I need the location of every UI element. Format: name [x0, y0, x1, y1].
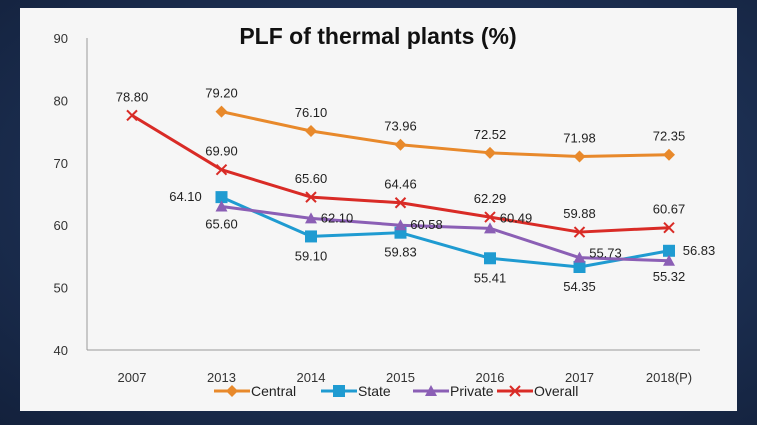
central-data-label: 76.10	[295, 105, 328, 120]
chart-title: PLF of thermal plants (%)	[239, 23, 516, 49]
overall-data-label: 69.90	[205, 144, 238, 159]
central-point	[484, 146, 496, 159]
overall-data-label: 65.60	[295, 171, 328, 186]
private-point	[394, 219, 407, 231]
central-data-label: 72.52	[474, 127, 507, 142]
state-point	[215, 191, 228, 204]
private-point	[484, 222, 496, 234]
central-series-line	[221, 110, 670, 159]
overall-data-label: 62.29	[474, 191, 507, 206]
y-tick-label: 80	[54, 93, 68, 108]
y-tick-label: 70	[54, 156, 68, 171]
legend-label: State	[358, 383, 391, 399]
private-point	[215, 200, 228, 212]
central-point	[573, 150, 586, 163]
overall-data-label: 60.67	[653, 202, 686, 217]
y-tick-label: 60	[54, 218, 68, 233]
central-point	[394, 138, 407, 151]
overall-point	[394, 197, 407, 209]
state-point	[305, 230, 317, 243]
private-data-label: 55.73	[589, 246, 622, 261]
private-data-label: 60.58	[410, 217, 443, 232]
x-tick-label: 2017	[565, 370, 594, 385]
marker-stroke	[484, 211, 496, 223]
x-tick-label: 2018(P)	[646, 370, 692, 385]
marker-stroke	[215, 163, 228, 176]
private-point	[573, 251, 586, 263]
private-data-label: 55.32	[653, 269, 686, 284]
state-data-label: 59.83	[384, 245, 417, 260]
overall-point	[126, 109, 138, 122]
overall-point	[484, 211, 496, 223]
axes: 40 50 60 70 80 90 2007 2013 2014 2015 2016 2017 2018…	[54, 31, 700, 385]
legend-item-private: Private	[413, 383, 494, 399]
central-point	[663, 148, 675, 161]
private-point	[305, 212, 317, 224]
central-data-label: 72.35	[653, 129, 686, 144]
overall-point	[573, 226, 586, 238]
legend-marker	[333, 385, 345, 397]
overall-data-label: 59.88	[563, 206, 596, 221]
x-tick-label: 2015	[386, 370, 415, 385]
central-data-label: 73.96	[384, 119, 417, 134]
data-labels: 79.20 76.10 73.96 72.52 71.98 72.35 64.10 59.10…	[116, 86, 716, 294]
legend-marker	[509, 385, 521, 397]
x-tick-label: 2014	[297, 370, 326, 385]
marker-stroke	[394, 197, 407, 209]
y-tick-label: 50	[54, 281, 68, 296]
private-data-label: 62.10	[321, 210, 354, 225]
overall-data-label: 78.80	[116, 89, 149, 104]
x-tick-label: 2016	[476, 370, 505, 385]
legend-marker	[425, 385, 437, 396]
chart-panel	[20, 8, 737, 411]
state-data-label: 54.35	[563, 279, 596, 294]
marker-stroke	[663, 221, 675, 234]
marker-stroke	[126, 109, 138, 122]
private-data-label: 65.60	[205, 216, 238, 231]
central-point	[215, 105, 228, 118]
legend: Central State Private Overall	[214, 383, 578, 399]
legend-label: Central	[251, 383, 296, 399]
overall-point	[663, 221, 675, 234]
legend-label: Overall	[534, 383, 578, 399]
state-point	[573, 261, 586, 274]
state-data-label: 59.10	[295, 248, 328, 263]
y-tick-label: 90	[54, 31, 68, 46]
state-data-label: 55.41	[474, 270, 507, 285]
legend-item-state: State	[321, 383, 391, 399]
marker-stroke	[509, 385, 521, 397]
state-series-line	[220, 195, 670, 269]
state-point	[663, 244, 675, 257]
x-tick-label: 2007	[118, 370, 147, 385]
series-lines	[126, 105, 675, 274]
state-data-label: 64.10	[169, 189, 202, 204]
overall-point	[215, 163, 228, 176]
central-data-label: 71.98	[563, 131, 596, 146]
overall-point	[305, 191, 317, 203]
private-series-line	[221, 204, 670, 263]
central-point	[305, 124, 317, 137]
marker-stroke	[305, 191, 317, 203]
private-point	[663, 254, 675, 266]
y-tick-label: 40	[54, 343, 68, 358]
legend-item-overall: Overall	[497, 383, 578, 399]
legend-item-central: Central	[214, 383, 296, 399]
central-data-label: 79.20	[205, 86, 238, 101]
overall-data-label: 64.46	[384, 177, 417, 192]
x-tick-label: 2013	[207, 370, 236, 385]
legend-label: Private	[450, 383, 494, 399]
legend-marker	[226, 385, 238, 397]
marker-stroke	[573, 226, 586, 238]
private-data-label: 60.49	[500, 210, 533, 225]
state-data-label: 56.83	[683, 243, 716, 258]
state-point	[484, 252, 496, 265]
